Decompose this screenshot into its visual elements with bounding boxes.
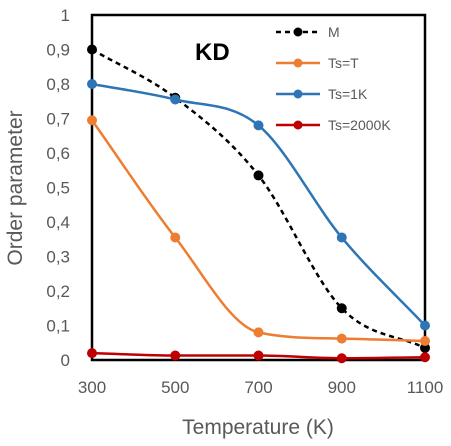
data-point-ts-2000k xyxy=(170,350,181,361)
series-line-m xyxy=(91,48,426,350)
data-point-ts-t xyxy=(87,115,97,126)
legend-marker xyxy=(293,27,303,37)
y-axis-ticks: 0 0,1 0,2 0,3 0,4 0,5 0,6 0,7 0,8 0,9 1 xyxy=(46,6,70,370)
data-point-ts-2000k xyxy=(253,350,264,361)
panel-label: KD xyxy=(195,39,230,66)
series-line-ts-1k xyxy=(91,82,426,327)
data-point-ts-2000k xyxy=(420,352,430,363)
series-ts-2000k xyxy=(87,348,430,364)
y-tick-label: 0,6 xyxy=(46,144,70,163)
legend-entry-m: M xyxy=(276,24,340,40)
series-ts-1k xyxy=(87,79,430,331)
legend: M Ts=T Ts=1K Ts=2000K xyxy=(276,24,391,133)
legend-label: Ts=T xyxy=(328,55,359,71)
data-point-m xyxy=(336,303,347,314)
x-tick-label: 900 xyxy=(328,378,356,397)
data-point-m xyxy=(420,342,430,353)
y-tick-label: 0,4 xyxy=(46,213,70,232)
data-point-ts-t xyxy=(253,327,264,338)
x-tick-label: 500 xyxy=(161,378,189,397)
y-tick-label: 0,9 xyxy=(46,41,70,60)
data-point-ts-1k xyxy=(253,120,264,131)
series-line-ts-t xyxy=(90,119,426,343)
y-tick-label: 0,1 xyxy=(46,317,70,336)
legend-label: Ts=1K xyxy=(328,86,368,102)
y-tick-label: 0,5 xyxy=(46,179,70,198)
y-tick-label: 0 xyxy=(61,351,70,370)
data-point-ts-1k xyxy=(87,79,97,89)
data-point-ts-t xyxy=(420,336,430,347)
y-tick-label: 0,7 xyxy=(46,110,70,129)
y-axis-title: Order parameter xyxy=(4,110,27,265)
legend-entry-ts-2000k: Ts=2000K xyxy=(276,117,391,133)
data-point-m xyxy=(87,44,97,55)
data-point-m xyxy=(253,170,264,181)
series-layer xyxy=(87,44,430,364)
data-point-ts-1k xyxy=(420,320,430,331)
legend-label: M xyxy=(328,24,340,40)
x-tick-label: 1100 xyxy=(407,378,444,397)
legend-marker xyxy=(293,120,303,130)
series-m xyxy=(87,44,430,353)
legend-entry-ts-1k: Ts=1K xyxy=(276,86,368,102)
legend-marker xyxy=(293,89,303,99)
data-point-ts-1k xyxy=(170,94,181,105)
legend-entry-ts-t: Ts=T xyxy=(276,55,359,71)
series-ts-t xyxy=(87,115,430,347)
data-point-ts-2000k xyxy=(87,348,97,359)
y-tick-label: 0,8 xyxy=(46,75,70,94)
x-tick-label: 300 xyxy=(78,378,106,397)
x-tick-label: 700 xyxy=(244,378,272,397)
x-axis-ticks: 300 500 700 900 1100 xyxy=(78,378,443,397)
data-point-ts-t xyxy=(336,333,347,344)
data-point-ts-2000k xyxy=(336,353,347,364)
y-tick-label: 1 xyxy=(61,6,70,25)
legend-label: Ts=2000K xyxy=(328,117,391,133)
x-axis-title: Temperature (K) xyxy=(182,416,334,439)
data-point-ts-1k xyxy=(336,232,347,243)
y-tick-label: 0,3 xyxy=(46,248,70,267)
data-point-ts-t xyxy=(170,232,181,243)
y-tick-label: 0,2 xyxy=(46,282,70,301)
plot-frame xyxy=(90,13,427,362)
legend-marker xyxy=(293,58,303,68)
